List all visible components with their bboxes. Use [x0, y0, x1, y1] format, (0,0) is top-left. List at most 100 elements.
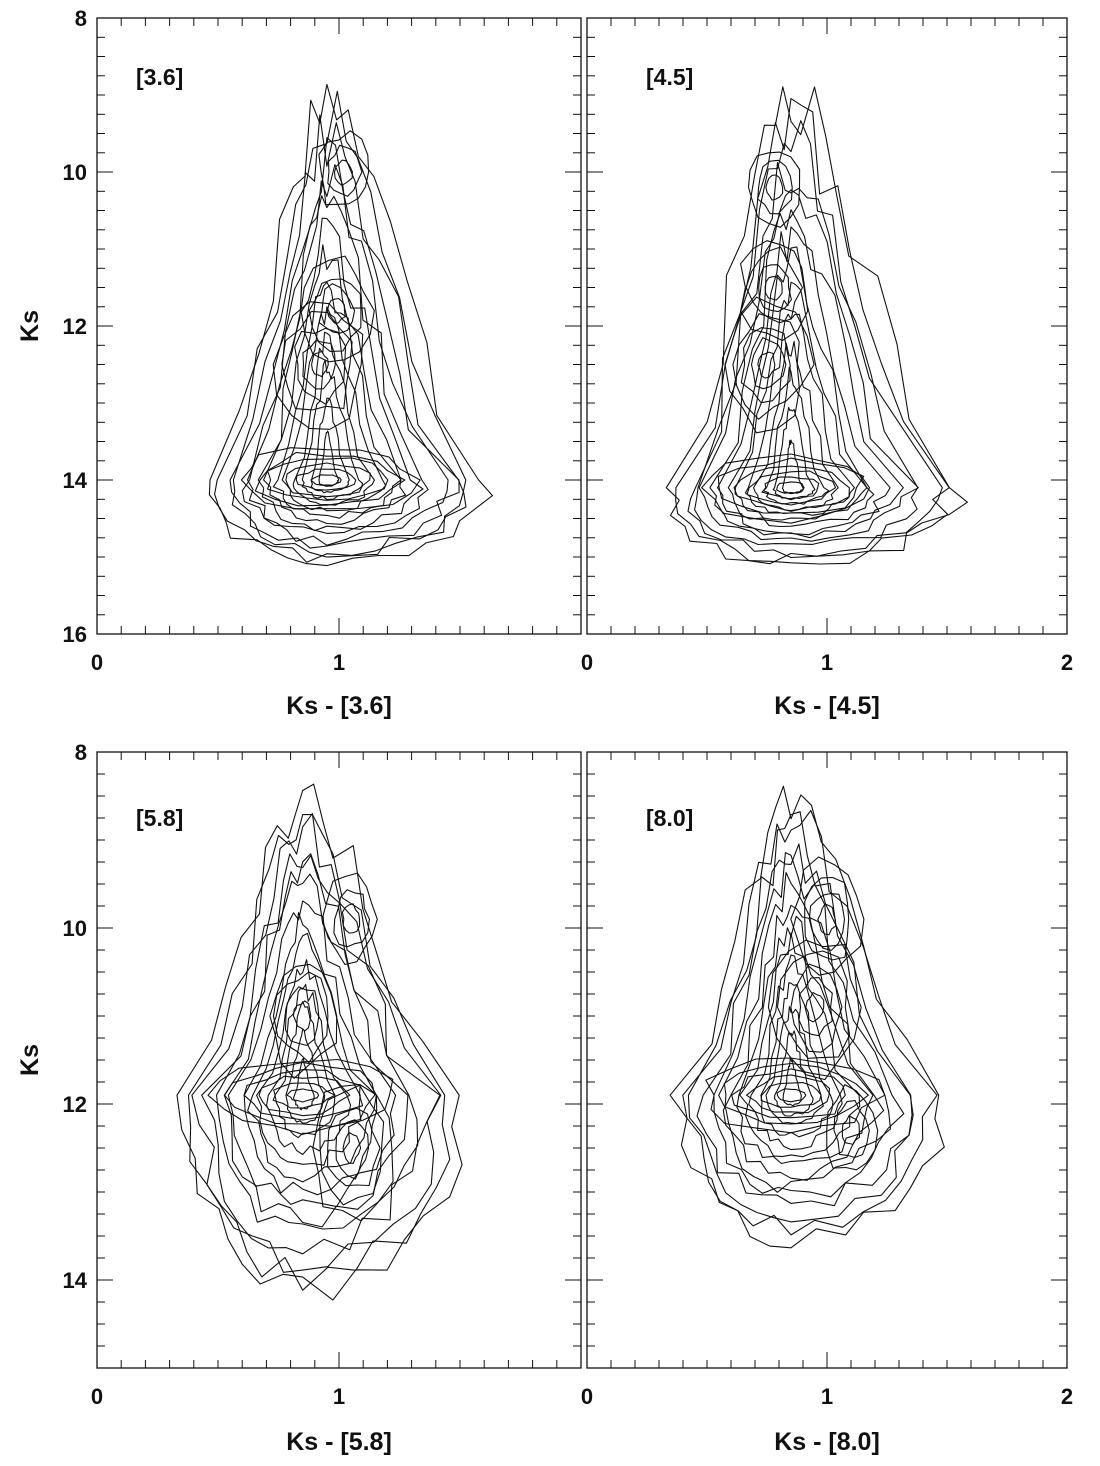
contour-core-ring [224, 1061, 376, 1127]
contour-peak-ring [747, 151, 801, 228]
contour-level [781, 439, 804, 495]
axis-ticks [586, 17, 1068, 635]
contour-core-ring [705, 1057, 886, 1134]
x-axis-label: Ks - [3.6] [286, 692, 392, 720]
y-tick-label-16: 16 [63, 622, 87, 647]
contour-level [760, 982, 834, 1138]
contour-level [243, 911, 378, 1196]
y-tick-label-12: 12 [63, 1092, 87, 1117]
contour-peak-ring [826, 1084, 879, 1171]
contour-peak-ring [740, 240, 809, 342]
contour-peak-ring [294, 327, 347, 406]
contour-peak-ring [326, 297, 346, 324]
axis-ticks [586, 751, 1068, 1369]
contour-level [734, 281, 868, 521]
contour-level [246, 195, 429, 534]
contour-peak-ring [300, 255, 375, 363]
y-tick-label-8: 8 [75, 740, 87, 765]
contour-peak-ring [319, 1084, 385, 1206]
contour-peak-ring [805, 991, 825, 1023]
contour-peak-ring [318, 283, 356, 334]
contour-level [187, 813, 451, 1291]
contour-core-ring [701, 453, 871, 524]
axis-ticks [96, 751, 582, 1369]
contour-peak-ring [776, 950, 851, 1059]
contour-peak-ring [732, 313, 800, 420]
contour-level [716, 226, 891, 536]
contour-level [675, 98, 950, 565]
contour-lines [208, 83, 494, 567]
contour-core-ring [295, 468, 357, 491]
contour-core-ring [243, 1069, 364, 1121]
contour-level [744, 313, 856, 516]
contour-peak-ring [808, 893, 846, 951]
contour-level [229, 137, 460, 549]
x-tick-label-0: 0 [581, 650, 593, 675]
contour-level [698, 189, 919, 542]
contour-peak-ring [750, 337, 787, 390]
contour-level [709, 209, 904, 539]
contour-level [301, 359, 364, 501]
contour-level [208, 83, 494, 567]
contour-level [231, 114, 467, 558]
contour-peak-ring [342, 1131, 362, 1164]
y-axis-label: Ks [16, 310, 44, 342]
contour-level [176, 783, 463, 1301]
x-axis-label: Ks - [5.8] [286, 1428, 392, 1456]
contour-peak-ring [327, 144, 363, 197]
contour-core-ring [272, 1082, 336, 1109]
contour-level [241, 164, 449, 546]
contour-level [772, 406, 816, 500]
panel-label: [4.5] [646, 64, 693, 90]
contour-level [753, 340, 839, 512]
contour-peak-ring [833, 1100, 870, 1159]
contour-level [266, 983, 352, 1156]
contour-peak-ring [841, 1115, 861, 1145]
contour-peak-ring [798, 977, 833, 1037]
x-tick-label-0: 0 [91, 1384, 103, 1409]
contour-peak-ring [790, 963, 843, 1053]
y-tick-label-8: 8 [75, 6, 87, 31]
contour-peak-ring [333, 889, 370, 948]
contour-peak-ring [335, 1119, 370, 1180]
contour-level [285, 1028, 326, 1124]
x-tick-label-1: 1 [333, 1384, 345, 1409]
contour-lines [176, 783, 463, 1301]
x-tick-label-2: 2 [1061, 1384, 1073, 1409]
contour-peak-ring [757, 351, 776, 379]
contour-peak-ring [308, 278, 362, 352]
x-axis-label: Ks - [8.0] [774, 1428, 880, 1456]
contour-peak-ring [292, 1000, 312, 1032]
contour-peak-ring [318, 130, 370, 206]
x-axis-label: Ks - [4.5] [774, 692, 880, 720]
contour-level [748, 954, 843, 1151]
contour-peak-ring [764, 276, 783, 301]
panel-ks-80: [8.0] Ks - [8.0] 0 1 2 [581, 751, 1073, 1456]
contour-core-ring [723, 1062, 869, 1125]
contour-level [247, 932, 377, 1183]
contour-peak-ring [817, 903, 837, 936]
contour-core-ring [286, 1088, 320, 1103]
x-tick-label-1: 1 [821, 1384, 833, 1409]
contour-peak-ring [312, 1083, 394, 1222]
contour-peak-ring [745, 246, 804, 324]
x-tick-label-0: 0 [91, 650, 103, 675]
contour-core-ring [776, 1088, 807, 1103]
contour-peak-ring [757, 159, 793, 215]
contour-core-ring [207, 1058, 394, 1135]
contour-level [201, 853, 441, 1255]
contour-core-ring [746, 470, 837, 506]
contour-level [215, 853, 419, 1230]
plot-frame [586, 751, 1068, 1369]
contour-level [687, 120, 943, 559]
contour-peak-ring [341, 903, 361, 934]
panel-label: [3.6] [136, 64, 183, 90]
contour-lines [669, 785, 945, 1249]
contour-peak-ring [272, 971, 329, 1064]
x-tick-label-1: 1 [821, 650, 833, 675]
contour-level [292, 331, 375, 506]
x-tick-label-0: 0 [581, 1384, 593, 1409]
contour-peak-ring [272, 301, 364, 430]
panel-label: [8.0] [646, 805, 693, 831]
